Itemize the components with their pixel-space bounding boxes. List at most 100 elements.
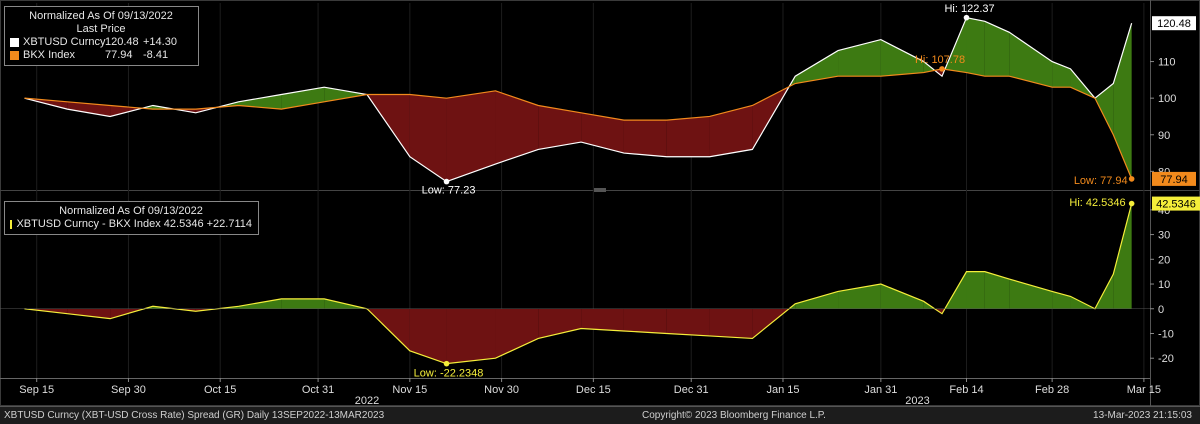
top-ytick-label-100: 100 <box>1158 93 1176 105</box>
bottom-spread-fill-29 <box>1113 203 1132 309</box>
x-tick-label-6: Dec 15 <box>576 384 611 396</box>
top-spread-fill-1 <box>67 101 111 117</box>
spread-swatch <box>10 220 13 229</box>
x-tick-label-7: Dec 31 <box>674 384 709 396</box>
x-tick-label-10: Feb 14 <box>949 384 983 396</box>
bottom-spread-fill-16 <box>709 308 753 339</box>
bkx-line <box>24 68 1133 180</box>
bottom-spread-fill-10 <box>446 308 496 364</box>
x-tick-label-8: Jan 15 <box>766 384 799 396</box>
top-spread-fill-5 <box>238 94 282 110</box>
footer-copyright: Copyright© 2023 Bloomberg Finance L.P. <box>642 410 826 421</box>
bkx-last-tag <box>1152 171 1196 186</box>
legend-row-xbtusd: XBTUSD Curncy 120.48 +14.30 <box>10 36 192 49</box>
x-tick-label-5: Nov 30 <box>484 384 519 396</box>
x-tick-label-11: Feb 28 <box>1035 384 1069 396</box>
top-spread-fill-19 <box>838 39 881 77</box>
xbtusd-last-value: 120.48 <box>1157 18 1191 30</box>
top-spread-fill-2a <box>110 105 143 117</box>
top-spread-fill-29 <box>1113 23 1132 179</box>
bottom-spread-fill-5 <box>238 298 282 309</box>
top-legend: Normalized As Of 09/13/2022 Last Price X… <box>4 6 199 66</box>
bottom-spread-fill-12 <box>538 308 582 339</box>
x-tick-label-2: Oct 15 <box>204 384 236 396</box>
bottom-ytick-label-20: 20 <box>1158 254 1170 266</box>
top-spread-fill-12 <box>538 105 582 150</box>
legend-name-spread: XBTUSD Curncy - BKX Index <box>16 218 161 230</box>
spread-low-marker <box>443 360 450 367</box>
x-tick-label-9: Jan 31 <box>864 384 897 396</box>
x-year-label-1: 2023 <box>905 395 929 406</box>
bottom-ytick-label-0: 0 <box>1158 304 1164 316</box>
x-year-label-0: 2022 <box>355 395 379 406</box>
bkx-swatch <box>10 51 19 60</box>
top-legend-header: Normalized As Of 09/13/2022 <box>29 10 173 22</box>
x-tick-label-0: Sep 15 <box>19 384 54 396</box>
top-spread-fill-13 <box>581 112 624 154</box>
bottom-spread-fill-14 <box>623 308 667 334</box>
xbtusd-swatch <box>10 38 19 47</box>
spread-last-tag <box>1152 196 1200 211</box>
bottom-ytick-label-10: 10 <box>1158 279 1170 291</box>
top-ytick-label-90: 90 <box>1158 130 1170 142</box>
legend-value-xbtusd: 120.48 <box>105 36 139 48</box>
bottom-spread-fill-19 <box>838 284 881 309</box>
legend-name-bkx: BKX Index <box>23 49 75 61</box>
footer-timestamp: 13-Mar-2023 21:15:03 <box>1093 410 1192 421</box>
top-legend-subheader: Last Price <box>76 23 126 35</box>
footer-left: XBTUSD Curncy (XBT-USD Cross Rate) Sprea… <box>4 410 385 421</box>
bottom-spread-fill-9 <box>409 308 447 364</box>
bottom-spread-fill-20 <box>880 284 924 309</box>
top-spread-fill-18 <box>795 50 839 84</box>
x-tick-label-1: Sep 30 <box>111 384 146 396</box>
top-spread-fill-23 <box>966 17 985 77</box>
legend-change-spread: +22.7114 <box>206 218 252 230</box>
legend-value-bkx: 77.94 <box>105 49 133 61</box>
xbtusd-high-marker <box>963 14 970 21</box>
xbtusd-low-label: Low: 77.23 <box>422 185 476 197</box>
top-spread-fill-26 <box>1052 61 1071 88</box>
x-tick-label-4: Nov 15 <box>392 384 427 396</box>
top-spread-fill-10 <box>446 90 496 182</box>
legend-name-xbtusd: XBTUSD Curncy <box>23 36 106 48</box>
bkx-low-label: Low: 77.94 <box>1074 175 1128 187</box>
bottom-spread-fill-24 <box>984 271 1010 309</box>
x-tick-label-3: Oct 31 <box>302 384 334 396</box>
top-spread-fill-20 <box>880 39 924 77</box>
bottom-spread-fill-23 <box>966 271 985 309</box>
xbtusd-high-label: Hi: 122.37 <box>944 3 994 15</box>
top-ytick-label-110: 110 <box>1158 57 1176 69</box>
bottom-ytick-label--20: -20 <box>1158 353 1174 365</box>
bottom-spread-fill-6 <box>281 298 325 309</box>
bottom-spread-fill-13 <box>581 308 624 332</box>
top-spread-fill-16 <box>709 105 753 157</box>
top-spread-fill-28 <box>1094 83 1114 135</box>
legend-row-bkx: BKX Index 77.94 -8.41 <box>10 49 192 62</box>
bkx-high-label: Hi: 107.78 <box>915 54 965 66</box>
legend-change-bkx: -8.41 <box>143 49 169 61</box>
bkx-last-value: 77.94 <box>1160 174 1188 186</box>
spread-last-value: 42.5346 <box>1156 199 1196 211</box>
bottom-spread-fill-11 <box>495 308 539 359</box>
footer-bar: XBTUSD Curncy (XBT-USD Cross Rate) Sprea… <box>0 406 1200 424</box>
xbtusd-low-marker <box>443 178 450 185</box>
spread-high-label: Hi: 42.5346 <box>1069 197 1125 209</box>
top-spread-fill-7 <box>324 87 368 102</box>
bottom-legend: Normalized As Of 09/13/2022 XBTUSD Curnc… <box>4 201 259 235</box>
bottom-ytick-label--10: -10 <box>1158 328 1174 340</box>
top-spread-fill-25 <box>1009 32 1053 88</box>
bkx-high-marker <box>939 66 945 72</box>
bkx-low-marker <box>1128 176 1135 182</box>
bottom-spread-fill-18 <box>795 291 839 309</box>
bottom-legend-header: Normalized As Of 09/13/2022 <box>59 205 203 217</box>
bottom-spread-fill-1 <box>67 308 111 319</box>
bottom-ytick-label-30: 30 <box>1158 230 1170 242</box>
panel-resize-handle <box>594 188 606 192</box>
xbtusd-last-tag <box>1152 16 1196 31</box>
top-spread-fill-11 <box>495 90 539 165</box>
top-spread-fill-24 <box>984 21 1010 77</box>
bottom-spread-fill-15 <box>666 308 710 336</box>
spread-low-label: Low: -22.2348 <box>414 368 484 380</box>
top-spread-fill-15 <box>666 116 710 157</box>
